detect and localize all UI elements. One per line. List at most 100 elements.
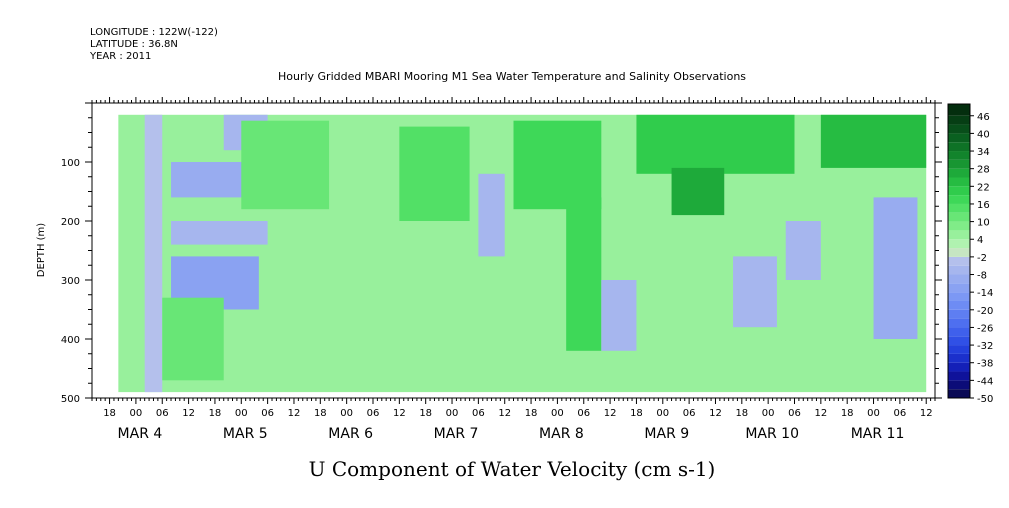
x-hour-label: 18 bbox=[209, 408, 222, 419]
header-latitude: LATITUDE : 36.8N bbox=[90, 39, 178, 50]
colorbar-band bbox=[948, 371, 970, 381]
x-hour-label: 00 bbox=[867, 408, 880, 419]
colorbar-level-label: 10 bbox=[977, 218, 990, 229]
colorbar-band bbox=[948, 248, 970, 257]
colorbar-band bbox=[948, 353, 970, 363]
field-feature-8 bbox=[399, 126, 470, 221]
colorbar-band bbox=[948, 380, 970, 390]
colorbar-level-label: 4 bbox=[977, 235, 983, 246]
colorbar-level-label: -26 bbox=[977, 323, 993, 334]
colorbar-band bbox=[948, 133, 970, 143]
x-hour-label: 00 bbox=[235, 408, 248, 419]
variable-title: U Component of Water Velocity (cm s-1) bbox=[309, 457, 716, 481]
x-hour-label: 00 bbox=[446, 408, 459, 419]
colorbar-band bbox=[948, 230, 970, 240]
colorbar-level-label: 46 bbox=[977, 112, 990, 123]
colorbar-band bbox=[948, 336, 970, 346]
field-feature-12 bbox=[601, 280, 637, 351]
field-feature-15 bbox=[733, 256, 777, 328]
x-date-label: MAR 4 bbox=[118, 426, 163, 442]
colorbar-level-label: 34 bbox=[977, 147, 990, 158]
x-hour-label: 12 bbox=[920, 408, 933, 419]
colorbar-band bbox=[948, 345, 970, 354]
colorbar-level-label: -8 bbox=[977, 271, 987, 282]
colorbar-level-label: -14 bbox=[977, 288, 993, 299]
x-hour-label: 06 bbox=[367, 408, 380, 419]
colorbar-band bbox=[948, 159, 970, 169]
colorbar-band bbox=[948, 124, 970, 134]
y-tick-label: 500 bbox=[61, 394, 80, 405]
colorbar-band bbox=[948, 309, 970, 319]
y-tick-label: 100 bbox=[61, 158, 80, 169]
x-hour-label: 12 bbox=[288, 408, 301, 419]
field-feature-7 bbox=[241, 120, 330, 210]
field-feature-11 bbox=[566, 197, 602, 351]
colorbar-band bbox=[948, 115, 970, 125]
header-longitude: LONGITUDE : 122W(-122) bbox=[90, 27, 218, 38]
x-axis-ticks bbox=[91, 97, 936, 404]
x-date-label: MAR 5 bbox=[223, 426, 268, 442]
colorbar-band bbox=[948, 283, 970, 293]
colorbar-band bbox=[948, 151, 970, 160]
colorbar-band bbox=[948, 256, 970, 266]
header-year: YEAR : 2011 bbox=[89, 51, 151, 62]
y-axis-title: DEPTH (m) bbox=[36, 223, 47, 277]
field-feature-9 bbox=[478, 173, 505, 257]
field-feature-10 bbox=[513, 120, 602, 210]
x-hour-label: 12 bbox=[393, 408, 406, 419]
colorbar-band bbox=[948, 203, 970, 213]
field-feature-5 bbox=[162, 297, 224, 381]
chart-title: Hourly Gridded MBARI Mooring M1 Sea Wate… bbox=[278, 70, 746, 83]
x-axis-hour-labels: 18 00 06 12 18 00 06 12 18 00 06 12 18 00 06 12 18 00 06 12… bbox=[103, 408, 932, 419]
x-hour-label: 18 bbox=[314, 408, 327, 419]
field-feature-17 bbox=[820, 114, 927, 168]
colorbar-band bbox=[948, 362, 970, 372]
x-date-label: MAR 7 bbox=[434, 426, 479, 442]
x-hour-label: 06 bbox=[894, 408, 907, 419]
x-hour-label: 06 bbox=[261, 408, 274, 419]
x-hour-label: 12 bbox=[604, 408, 617, 419]
x-hour-label: 18 bbox=[525, 408, 538, 419]
colorbar-band bbox=[948, 104, 970, 116]
x-hour-label: 18 bbox=[841, 408, 854, 419]
x-hour-label: 18 bbox=[735, 408, 748, 419]
field-feature-1 bbox=[144, 114, 163, 393]
x-date-label: MAR 9 bbox=[644, 426, 689, 442]
x-hour-label: 12 bbox=[814, 408, 827, 419]
x-hour-label: 12 bbox=[709, 408, 722, 419]
x-hour-label: 18 bbox=[630, 408, 643, 419]
colorbar-level-label: 16 bbox=[977, 200, 990, 211]
colorbar-level-label: -44 bbox=[977, 376, 993, 387]
x-axis-date-labels: MAR 4 MAR 5 MAR 6 MAR 7 MAR 8 MAR 9 MAR 10 MAR … bbox=[118, 426, 905, 442]
x-hour-label: 00 bbox=[762, 408, 775, 419]
colorbar-band bbox=[948, 221, 970, 231]
x-hour-label: 00 bbox=[130, 408, 143, 419]
x-date-label: MAR 8 bbox=[539, 426, 584, 442]
colorbar-frame bbox=[947, 103, 971, 399]
colorbar-band bbox=[948, 212, 970, 222]
x-date-label: MAR 6 bbox=[328, 426, 373, 442]
colorbar-band bbox=[948, 389, 970, 398]
field-feature-18 bbox=[873, 197, 918, 339]
field-feature-3 bbox=[171, 221, 268, 245]
x-hour-label: 00 bbox=[656, 408, 669, 419]
heatmap-field bbox=[118, 114, 927, 393]
x-hour-label: 12 bbox=[182, 408, 195, 419]
colorbar-level-label: 22 bbox=[977, 182, 990, 193]
x-hour-label: 00 bbox=[551, 408, 564, 419]
colorbar bbox=[947, 103, 971, 399]
y-tick-label: 300 bbox=[61, 276, 80, 287]
y-axis-labels: 100 200 300 400 500 bbox=[61, 158, 80, 405]
colorbar-band bbox=[948, 300, 970, 310]
colorbar-band bbox=[948, 142, 970, 152]
colorbar-band bbox=[948, 177, 970, 187]
colorbar-level-label: -50 bbox=[977, 394, 993, 405]
x-hour-label: 06 bbox=[683, 408, 696, 419]
colorbar-band bbox=[948, 195, 970, 204]
x-hour-label: 06 bbox=[788, 408, 801, 419]
colorbar-labels: -50 -44 -38 -32 -26 -20 -14 -8 -2 4 10 16 22 28 34 40 46 bbox=[970, 112, 993, 405]
y-tick-label: 400 bbox=[61, 335, 80, 346]
colorbar-level-label: 28 bbox=[977, 165, 990, 176]
x-hour-label: 06 bbox=[577, 408, 590, 419]
